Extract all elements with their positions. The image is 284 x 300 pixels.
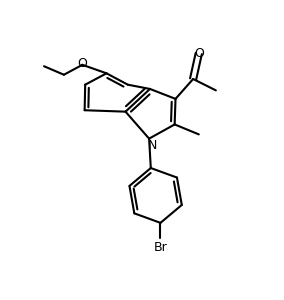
Text: O: O [78, 57, 87, 70]
Text: Br: Br [154, 241, 167, 254]
Text: O: O [194, 47, 204, 60]
Text: N: N [147, 139, 157, 152]
